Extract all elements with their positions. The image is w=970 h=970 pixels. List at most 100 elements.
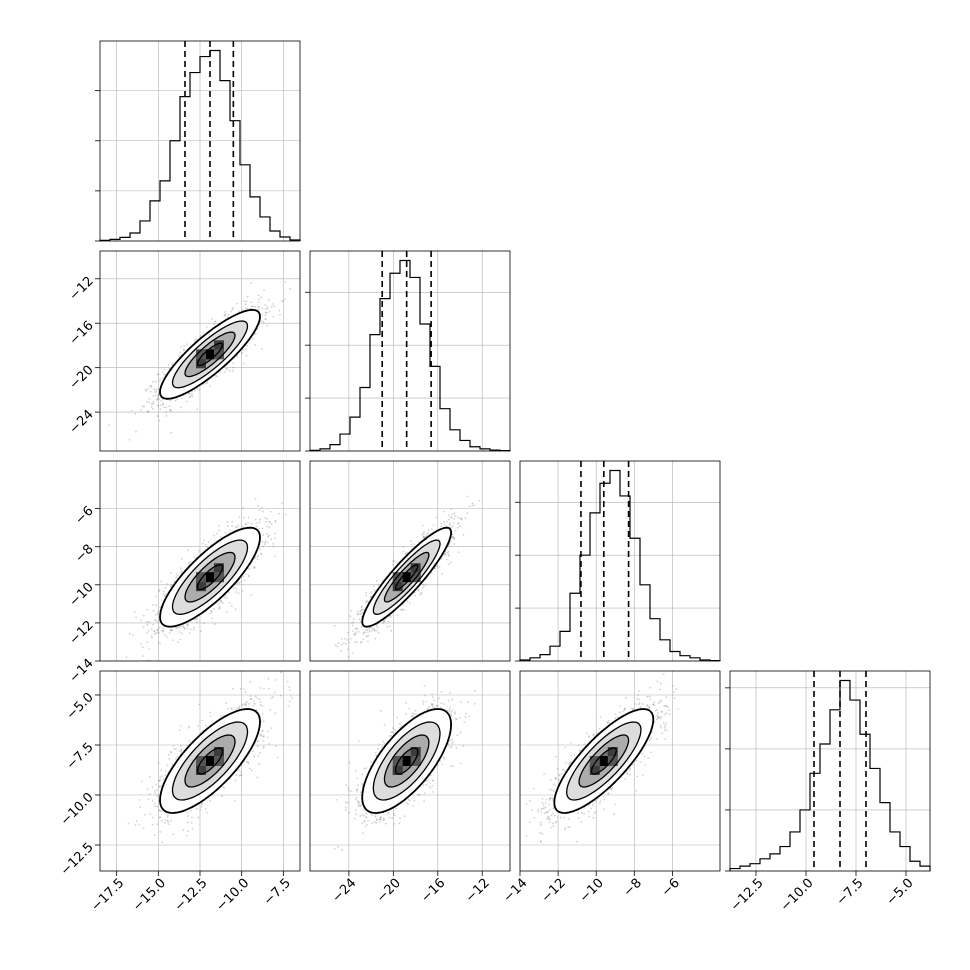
joint-panel-2-0-sample-point — [166, 583, 168, 585]
joint-panel-1-0-sample-point — [196, 408, 199, 410]
joint-panel-2-0-sample-point — [153, 630, 156, 633]
joint-panel-2-0-sample-point — [234, 525, 237, 528]
joint-panel-2-1-sample-point — [414, 594, 417, 597]
joint-panel-2-0-density-cell-1 — [196, 581, 206, 592]
joint-panel-2-0-sample-point — [258, 528, 260, 530]
joint-panel-2-1-sample-point — [434, 567, 436, 570]
joint-panel-2-0-sample-point — [256, 555, 259, 558]
joint-panel-2-0-sample-point — [205, 543, 207, 546]
joint-panel-1-0-sample-point — [211, 318, 214, 320]
joint-panel-2-0-sample-point — [152, 609, 155, 612]
joint-panel-2-0-sample-point — [240, 580, 243, 583]
joint-panel-1-0-sample-point — [198, 389, 201, 391]
joint-panel-2-0-sample-point — [146, 623, 149, 626]
joint-panel-2-0-sample-point — [161, 630, 164, 633]
joint-panel-2-1-sample-point — [370, 595, 372, 598]
joint-panel-2-0-sample-point — [244, 573, 247, 575]
joint-panel-2-0-sample-point — [284, 513, 287, 516]
joint-panel-1-0-contour-2 — [171, 320, 249, 389]
joint-panel-1-0-sample-point — [156, 373, 159, 376]
joint-panel-2-0-sample-point — [186, 627, 188, 630]
joint-panel-1-0-sample-point — [254, 305, 256, 308]
joint-panel-1-0-sample-point — [225, 368, 228, 370]
joint-panel-2-1-sample-point — [354, 641, 356, 644]
joint-panel-2-0-sample-point — [193, 618, 196, 621]
joint-panel-1-0-sample-point — [282, 300, 284, 303]
joint-panel-2-0-sample-point — [278, 512, 281, 515]
joint-panel-2-0-sample-point — [187, 562, 190, 565]
hist-panel-2-frame — [519, 460, 721, 662]
joint-panel-1-0-sample-point — [163, 373, 166, 375]
joint-panel-1-0-sample-point — [128, 438, 131, 441]
joint-panel-1-0-sample-point — [190, 394, 193, 397]
joint-panel-2-0-sample-point — [226, 610, 228, 613]
joint-panel-1-0-sample-point — [257, 305, 259, 308]
joint-panel-1-0-sample-point — [170, 410, 172, 412]
joint-panel-2-0-sample-point — [260, 553, 263, 555]
joint-panel-2-1-sample-point — [453, 512, 456, 515]
joint-panel-1-0-sample-point — [157, 393, 160, 396]
joint-panel-1-0-sample-point — [224, 314, 227, 317]
joint-panel-2-1-sample-point — [381, 579, 384, 582]
joint-panel-2-1-sample-point — [448, 514, 450, 517]
joint-panel-2-1-sample-point — [336, 645, 339, 648]
joint-panel-2-0-sample-point — [270, 523, 273, 525]
joint-panel-1-0-sample-point — [181, 397, 184, 400]
joint-panel-2-1-sample-point — [401, 609, 404, 612]
joint-panel-1-0-sample-point — [226, 316, 229, 318]
joint-panel-2-1-sample-point — [337, 642, 340, 644]
joint-panel-2-0-sample-point — [132, 634, 134, 636]
joint-panel-2-1-sample-point — [452, 535, 454, 538]
joint-panel-2-1-sample-point — [396, 561, 399, 564]
joint-panel-2-0-sample-point — [259, 548, 262, 551]
joint-panel-2-1-sample-point — [365, 594, 367, 597]
joint-panel-2-1-sample-point — [401, 608, 404, 610]
joint-panel-2-0-sample-point — [189, 628, 192, 631]
joint-panel-2-1-sample-point — [435, 516, 438, 519]
joint-panel-2-1-sample-point — [421, 533, 423, 536]
joint-panel-2-0-contour-1 — [184, 551, 236, 603]
joint-panel-2-0-sample-point — [257, 555, 260, 557]
joint-panel-2-0-sample-point — [235, 587, 238, 590]
joint-panel-2-0-sample-point — [247, 522, 249, 524]
joint-panel-1-0-sample-point — [241, 309, 244, 312]
joint-panel-2-0-sample-point — [248, 575, 250, 577]
joint-panel-2-0-sample-point — [177, 641, 179, 643]
joint-panel-2-0-sample-point — [255, 525, 258, 528]
hist-panel-3 — [725, 670, 931, 876]
joint-panel-2-0-sample-point — [157, 631, 160, 634]
joint-panel-2-0-sample-point — [274, 532, 276, 535]
joint-panel-2-0-sample-point — [177, 626, 180, 629]
joint-panel-1-0-sample-point — [289, 287, 291, 290]
joint-panel-1-0-sample-point — [241, 351, 243, 354]
joint-panel-1-0-sample-point — [155, 388, 158, 391]
hist-panel-0-histogram-step — [99, 49, 301, 241]
joint-panel-1-0-sample-point — [170, 431, 173, 434]
joint-panel-1-0-sample-point — [214, 321, 217, 323]
joint-panel-2-0-sample-point — [203, 539, 205, 542]
joint-panel-2-0-sample-point — [154, 619, 157, 621]
joint-panel-1-0-sample-point — [223, 371, 226, 373]
joint-panel-2-1-sample-point — [367, 640, 369, 643]
joint-panel-2-0-sample-point — [237, 524, 240, 527]
joint-panel-2-0-sample-point — [142, 655, 144, 657]
joint-panel-1-0-density-cell-0 — [205, 349, 215, 360]
joint-panel-2-0-sample-point — [175, 576, 178, 578]
joint-panel-2-0-sample-point — [176, 574, 179, 577]
joint-panel-2-1-sample-point — [358, 618, 361, 621]
joint-panel-2-0 — [95, 460, 301, 662]
joint-panel-1-0-sample-point — [268, 310, 271, 313]
joint-panel-2-1-sample-point — [417, 588, 420, 591]
joint-panel-2-0-sample-point — [170, 629, 173, 632]
joint-panel-2-0-sample-point — [146, 620, 148, 623]
joint-panel-1-0-sample-point — [224, 313, 227, 316]
joint-panel-1-0-sample-point — [147, 388, 150, 390]
joint-panel-2-0-sample-point — [254, 566, 256, 569]
joint-panel-2-0-sample-point — [179, 638, 182, 641]
joint-panel-1-0-sample-point — [205, 382, 208, 385]
joint-panel-1-0-sample-point — [258, 306, 261, 309]
joint-panel-2-0-sample-point — [256, 558, 259, 561]
joint-panel-1-0-frame — [99, 250, 301, 452]
joint-panel-1-0-contour-1 — [184, 331, 236, 378]
joint-panel-2-1-sample-point — [382, 622, 384, 624]
